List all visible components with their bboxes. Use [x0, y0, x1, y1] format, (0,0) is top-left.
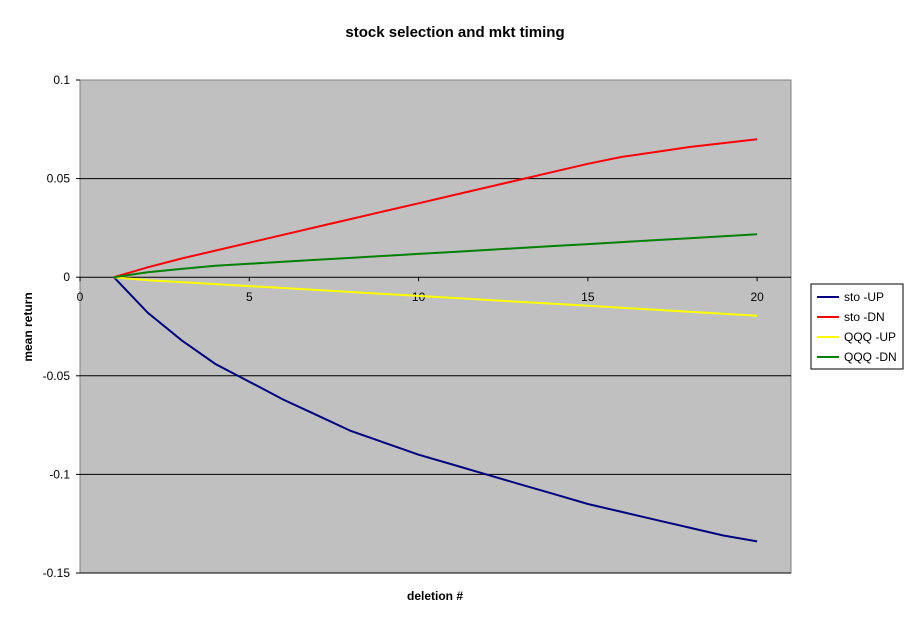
legend: sto -UP sto -DN QQQ -UP QQQ -DN — [810, 283, 904, 370]
series-line-sto-up — [113, 276, 758, 543]
y-tick-label: -0.15 — [43, 566, 71, 580]
legend-label: QQQ -UP — [844, 330, 896, 344]
y-axis-title: mean return — [21, 292, 35, 361]
x-tick-label: 0 — [77, 290, 84, 304]
legend-label: QQQ -DN — [844, 350, 897, 364]
y-tick-label: -0.05 — [43, 369, 71, 383]
y-tick-label: 0.1 — [53, 73, 70, 87]
y-tick-label: -0.1 — [49, 467, 70, 481]
plot-area — [79, 79, 792, 574]
x-tick-label: 5 — [246, 290, 253, 304]
series-line-qqq-dn — [113, 233, 758, 279]
legend-label: sto -DN — [844, 310, 885, 324]
legend-label: sto -UP — [844, 290, 884, 304]
x-axis-ticks: 0 5 10 15 20 — [77, 277, 764, 304]
legend-box — [810, 283, 904, 370]
y-tick-label: 0 — [63, 270, 70, 284]
x-tick-label: 10 — [412, 290, 426, 304]
x-axis-title: deletion # — [407, 589, 463, 603]
x-tick-label: 20 — [750, 290, 764, 304]
y-axis-ticks: 0.1 0.05 0 -0.05 -0.1 -0.15 — [43, 73, 80, 580]
x-tick-label: 15 — [581, 290, 595, 304]
chart-title: stock selection and mkt timing — [345, 24, 564, 41]
series-lines — [113, 138, 758, 543]
series-line-sto-dn — [113, 138, 758, 279]
gridlines — [80, 178, 791, 574]
y-tick-label: 0.05 — [47, 172, 71, 186]
series-line-qqq-up — [113, 276, 758, 317]
